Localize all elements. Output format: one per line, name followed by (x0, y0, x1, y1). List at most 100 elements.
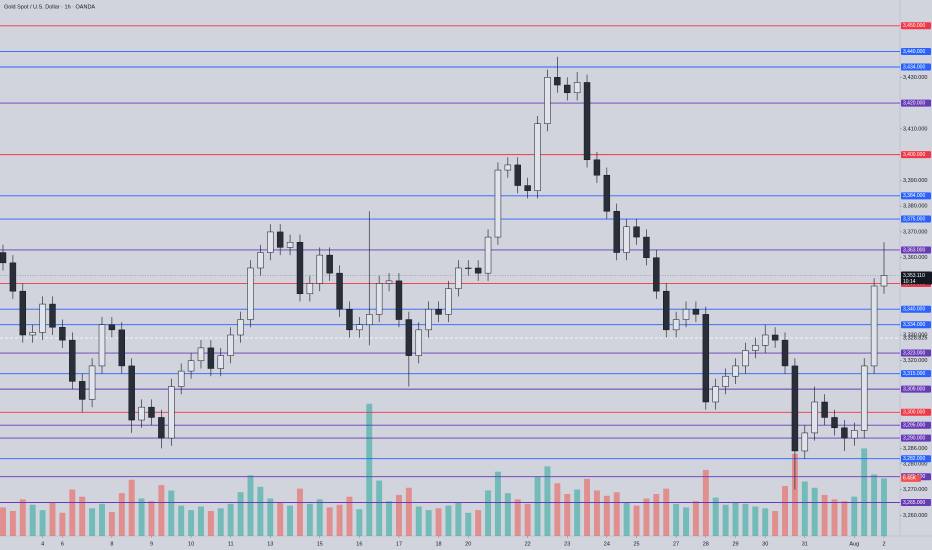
x-tick-label: 11 (228, 541, 234, 547)
candle-body (722, 375, 729, 387)
volume-bar (455, 502, 462, 536)
volume-bar (574, 489, 581, 536)
candle-body (534, 123, 541, 191)
level-label: 3,265.000 (903, 500, 925, 506)
volume-bar (108, 511, 115, 536)
candle-body (69, 339, 76, 382)
candle-body (465, 267, 472, 269)
candle-body (346, 308, 353, 331)
level-label-box (901, 246, 931, 254)
x-tick-label: 23 (564, 541, 570, 547)
candle-body (702, 314, 710, 403)
volume-bar (287, 505, 294, 536)
level-label-box (901, 22, 931, 30)
candle-body (494, 169, 502, 238)
volume-bar (633, 505, 640, 536)
volume-bar (584, 478, 591, 536)
volume-bar (851, 496, 858, 536)
volume-bar (316, 499, 323, 536)
candle-body (19, 290, 27, 336)
candle-body (247, 267, 254, 320)
volume-bar (791, 453, 798, 536)
candle-body (168, 386, 175, 439)
level-label-box (901, 499, 931, 506)
candle-body (177, 370, 185, 387)
candle-body (761, 334, 769, 346)
candle-body (425, 308, 432, 331)
volume-bar (19, 499, 26, 536)
x-tick-label: Aug (849, 541, 859, 547)
candle-body (633, 226, 640, 238)
candle-body (49, 303, 56, 328)
level-label: 3,300.000 (903, 410, 925, 416)
candle-body (455, 267, 462, 289)
level-label-box (901, 421, 931, 429)
level-label: 3,282.000 (903, 456, 925, 462)
volume-bar (653, 494, 660, 536)
x-tick-label: 28 (703, 541, 709, 547)
candle-body (326, 254, 333, 274)
volume-bar (643, 498, 650, 536)
volume-bar (742, 503, 749, 536)
candle-body (385, 280, 393, 284)
candle-body (573, 82, 581, 94)
volume-bar (386, 501, 393, 536)
candle-body (583, 82, 591, 161)
volume-bar (811, 487, 818, 536)
level-label: 3,363.000 (903, 247, 925, 253)
candle-body (217, 355, 224, 369)
x-tick-label: 29 (732, 541, 738, 547)
candle-body (29, 332, 36, 336)
countdown: 10:14 (903, 279, 916, 285)
candle-body (415, 329, 422, 356)
level-layer (0, 25, 900, 503)
volume-bar (89, 508, 96, 536)
x-tick-label: 30 (762, 541, 768, 547)
x-tick-label: 8 (110, 541, 113, 547)
x-tick-label: 2 (882, 541, 885, 547)
level-label: 3,420.000 (903, 100, 925, 106)
candle-body (613, 211, 620, 253)
candle-body (732, 365, 739, 377)
axis-layer: 3,430.000 3,410.000 3,390.000 3,380.000 3,37… (41, 22, 932, 547)
candle-body (9, 262, 17, 292)
chart-title: Gold Spot / U.S. Dollar · 1h · OANDA (4, 4, 95, 10)
volume-bar (346, 496, 353, 536)
y-tick-label: 3,410.000 (903, 126, 927, 132)
candle-body (801, 432, 809, 452)
volume-bar (663, 488, 670, 536)
volume-bar (188, 510, 195, 536)
y-tick-label: 3,380.000 (903, 204, 927, 210)
y-tick-label: 3,260.000 (903, 513, 927, 519)
candle-body (59, 327, 66, 341)
y-tick-label: 3,370.000 (903, 229, 927, 235)
volume-bar (762, 508, 769, 536)
volume-bar (712, 497, 719, 536)
candle-body (663, 290, 670, 331)
volume-bar (772, 510, 779, 536)
volume-bar (158, 485, 165, 536)
volume-bar (29, 504, 36, 536)
candle-body (712, 386, 719, 403)
volume-bar (257, 486, 264, 536)
volume-bar (237, 492, 244, 536)
volume-bar (49, 502, 56, 536)
reference-label: 3,328.825 (903, 335, 927, 341)
x-tick-label: 16 (356, 541, 362, 547)
volume-bar (405, 487, 412, 536)
current-price-box (901, 271, 932, 285)
level-label-box (901, 192, 931, 200)
volume-bar (39, 510, 46, 536)
candle-body (484, 236, 492, 274)
candle-body (435, 308, 442, 315)
x-tick-label: 24 (604, 541, 610, 547)
level-label: 3,434.000 (903, 64, 925, 70)
candle-body (593, 159, 601, 176)
candle-body (78, 381, 86, 400)
candle-body (811, 401, 818, 434)
candle-body (108, 324, 116, 331)
volume-bar (514, 499, 521, 536)
level-label: 3,290.000 (903, 435, 925, 441)
candle-body (672, 319, 680, 331)
volume-bar (475, 510, 482, 536)
